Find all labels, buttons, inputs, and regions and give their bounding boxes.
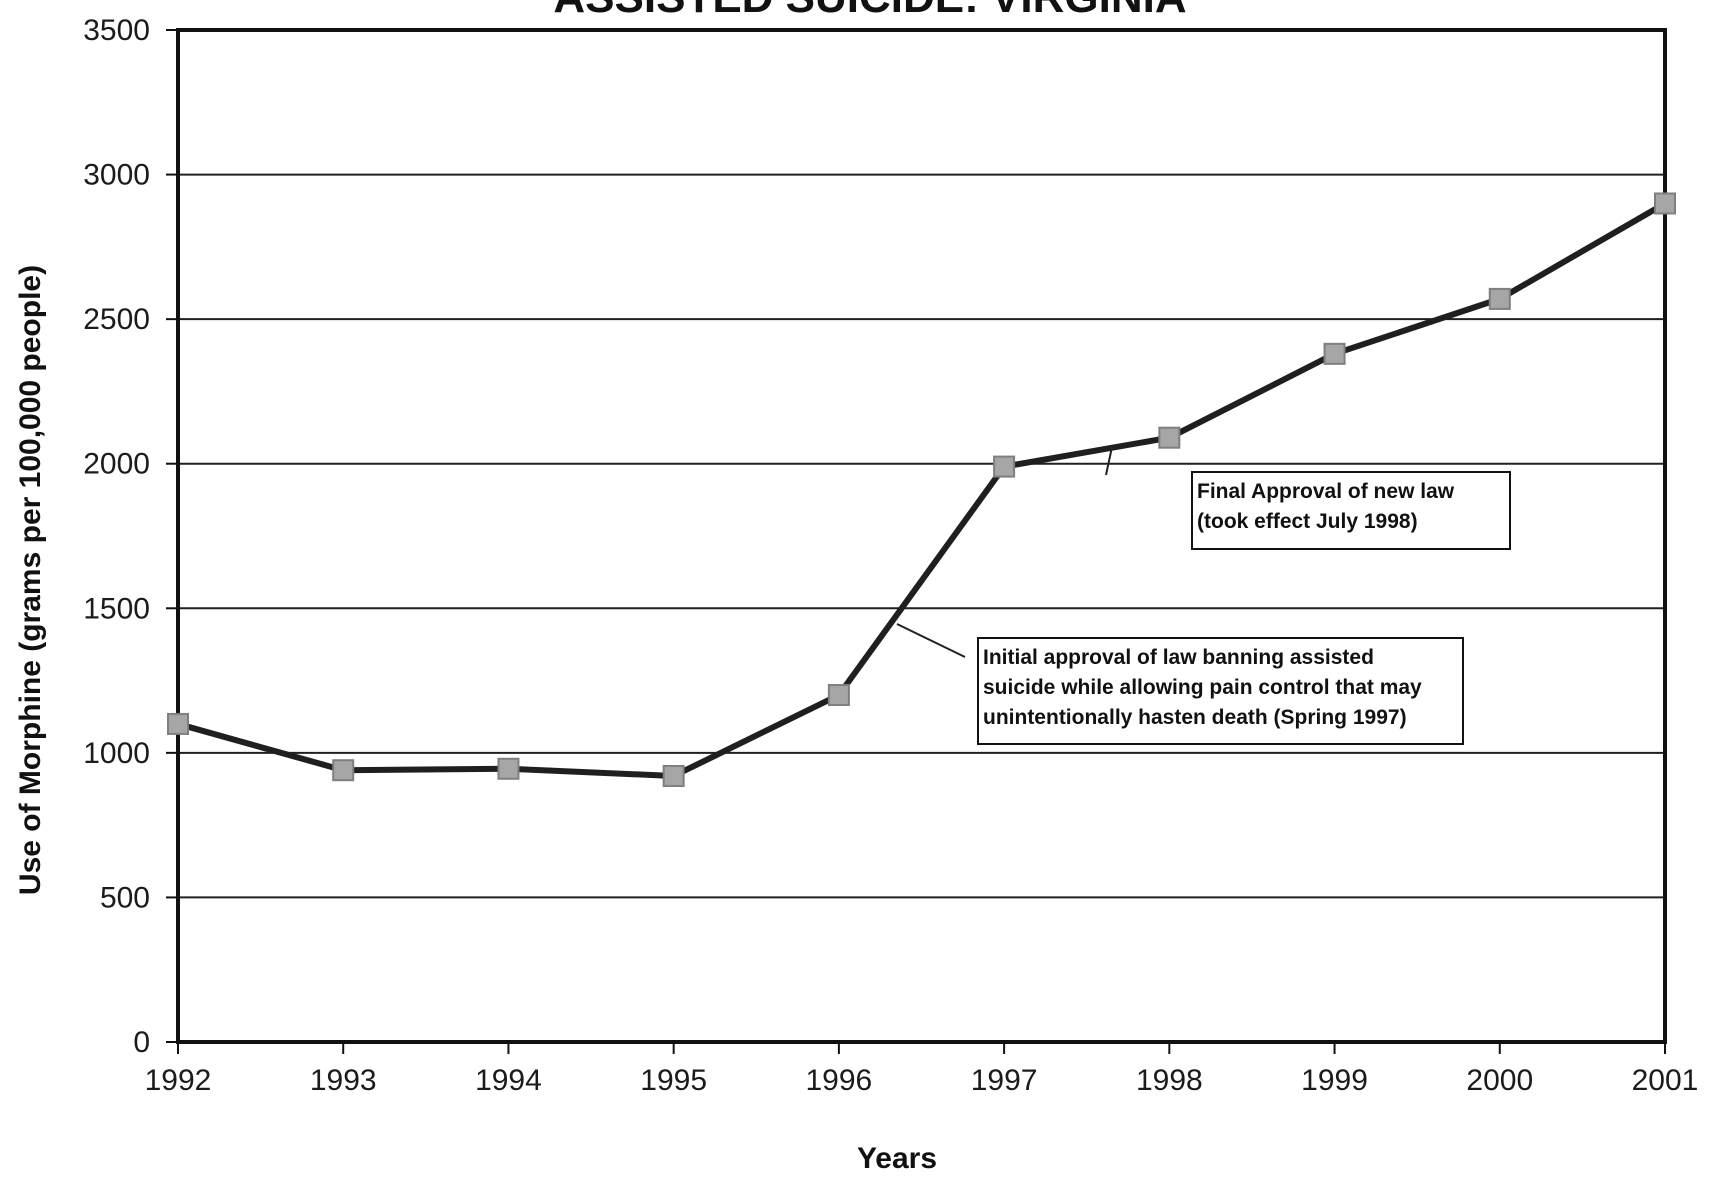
y-tick-label: 3500	[83, 14, 150, 47]
data-point-marker	[1323, 342, 1346, 365]
data-point-marker	[497, 757, 520, 780]
annotation-leader-line	[1105, 446, 1113, 476]
y-tick-label: 0	[133, 1026, 150, 1059]
data-point-marker	[167, 712, 189, 735]
annotation-layer: Final Approval of new law (took effect Ju…	[896, 446, 1511, 745]
label-layer: ASSISTED SUICIDE: VIRGINIA Years Use of …	[14, 0, 1187, 1175]
chart-title: ASSISTED SUICIDE: VIRGINIA	[553, 0, 1186, 22]
data-point-marker	[1488, 287, 1511, 310]
axes-layer: 0 500 1000 1500 2000 2500 3000 3500 1992 1993 1994…	[83, 14, 1698, 1097]
annotation-box	[1191, 471, 1511, 550]
data-point-marker	[1654, 192, 1676, 215]
annotation-box	[977, 637, 1464, 745]
x-tick-label: 1997	[971, 1064, 1038, 1097]
y-tick-label: 1500	[83, 592, 150, 625]
x-tick-label: 1993	[310, 1064, 377, 1097]
y-tick-label: 500	[100, 881, 150, 914]
x-tick-label: 1995	[640, 1064, 707, 1097]
annotation-text: (took effect July 1998)	[1197, 510, 1418, 533]
series-layer	[167, 192, 1676, 787]
plot-border	[176, 28, 1667, 1044]
y-tick-label: 1000	[83, 737, 150, 770]
y-tick-label: 3000	[83, 159, 150, 192]
y-tick-label: 2000	[83, 448, 150, 481]
y-tick-label: 2500	[83, 303, 150, 336]
annotation-text: unintentionally hasten death (Spring 199…	[983, 706, 1407, 729]
series-line	[175, 200, 1668, 779]
x-tick-label: 1992	[145, 1064, 212, 1097]
data-point-marker	[827, 684, 850, 707]
data-point-marker	[332, 759, 355, 782]
data-point-marker	[993, 455, 1016, 478]
x-axis-title: Years	[857, 1142, 937, 1175]
x-tick-label: 1998	[1136, 1064, 1203, 1097]
annotation-text: Final Approval of new law	[1197, 480, 1455, 503]
x-tick-label: 1996	[806, 1064, 873, 1097]
y-axis-title: Use of Morphine (grams per 100,000 peopl…	[14, 265, 47, 895]
annotation-text: Initial approval of law banning assisted	[983, 646, 1374, 669]
annotation-leader-line	[896, 623, 966, 658]
x-tick-label: 1999	[1301, 1064, 1368, 1097]
x-tick-label: 2001	[1632, 1064, 1699, 1097]
x-tick-label: 1994	[475, 1064, 542, 1097]
data-point-marker	[662, 764, 685, 787]
annotation-text: suicide while allowing pain control that…	[983, 676, 1422, 699]
data-point-marker	[1158, 426, 1181, 449]
x-tick-label: 2000	[1466, 1064, 1533, 1097]
grid-layer	[178, 173, 1665, 899]
